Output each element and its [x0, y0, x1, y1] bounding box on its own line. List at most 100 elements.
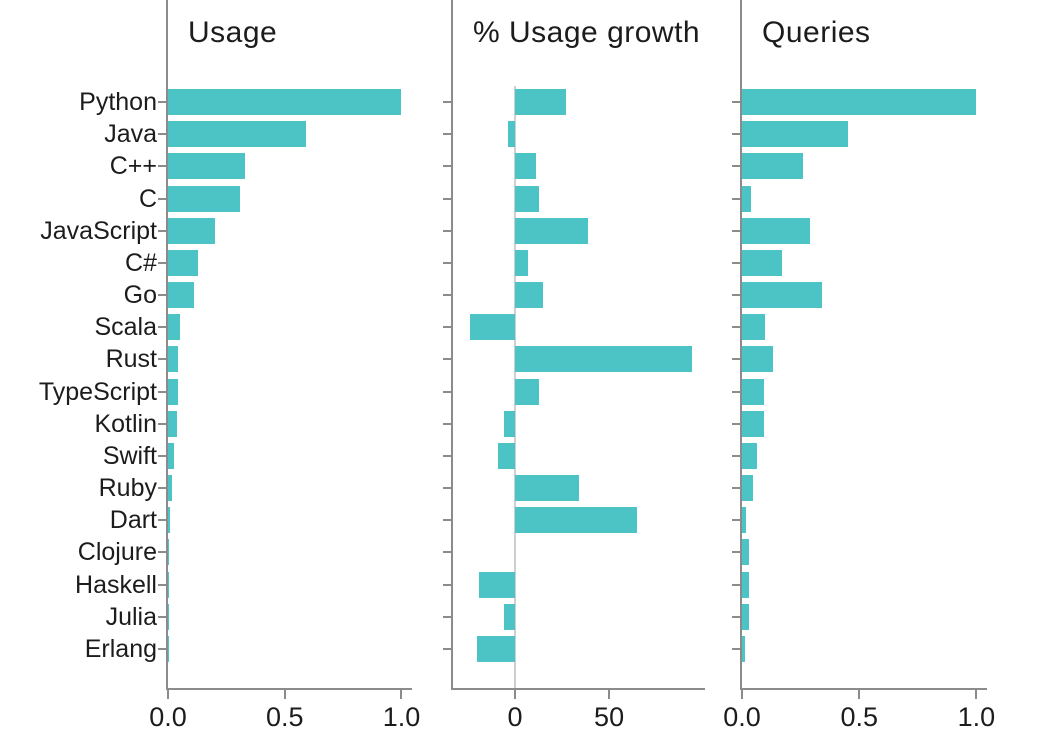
queries-bar-scala	[742, 314, 766, 341]
usage-bar-typescript	[168, 378, 179, 405]
y-tick	[443, 326, 451, 329]
queries-bar-java	[742, 121, 848, 148]
usage-growth-bar-javascript	[515, 217, 589, 244]
usage-growth-bar-java	[507, 121, 516, 148]
y-tick	[732, 551, 740, 554]
y-tick	[158, 197, 166, 200]
category-label-haskell: Haskell	[75, 570, 157, 599]
y-tick	[732, 133, 740, 136]
chart-title-queries: Queries	[762, 16, 871, 49]
category-label-clojure: Clojure	[77, 538, 157, 567]
queries-bar-c	[742, 185, 752, 212]
y-tick	[732, 294, 740, 297]
y-tick	[158, 326, 166, 329]
usage-growth-bar-haskell	[479, 571, 516, 598]
x-tick	[167, 690, 169, 699]
y-tick	[443, 422, 451, 425]
category-label-c: C#	[125, 248, 157, 277]
y-tick	[443, 358, 451, 361]
category-label-swift: Swift	[102, 441, 157, 470]
usage-growth-bar-python	[515, 89, 566, 115]
y-tick	[732, 358, 740, 361]
x-tick	[741, 690, 743, 699]
y-tick	[158, 358, 166, 361]
x-tick-label: 0.0	[149, 702, 187, 732]
usage-growth-bar-swift	[498, 442, 516, 469]
x-tick	[400, 690, 403, 699]
category-label-kotlin: Kotlin	[94, 409, 157, 438]
y-tick	[443, 487, 451, 490]
usage-bar-javascript	[168, 217, 215, 244]
queries-bar-haskell	[742, 571, 749, 598]
y-tick	[443, 261, 451, 264]
usage-growth-bar-c	[515, 153, 536, 180]
y-tick	[732, 487, 740, 490]
x-tick-label: 1.0	[957, 702, 996, 732]
x-tick-label: 0.5	[265, 702, 304, 732]
y-tick	[158, 647, 166, 650]
y-tick	[158, 454, 166, 457]
category-label-javascript: JavaScript	[40, 216, 157, 245]
usage-bar-c	[168, 185, 241, 212]
y-tick	[732, 229, 740, 232]
y-tick	[443, 551, 451, 554]
y-tick	[443, 165, 451, 168]
queries-bar-dart	[742, 507, 747, 534]
y-tick	[158, 133, 166, 136]
x-tick	[975, 690, 978, 699]
y-tick	[443, 647, 451, 650]
y-tick	[158, 390, 166, 393]
chart-queries: Queries 0.0 0.5 1.0	[723, 0, 995, 748]
usage-growth-bar-typescript	[515, 378, 540, 405]
y-tick	[732, 261, 740, 264]
chart-title-usage: Usage	[188, 16, 278, 49]
y-tick	[443, 615, 451, 618]
y-tick	[732, 454, 740, 457]
category-label-typescript: TypeScript	[38, 377, 157, 406]
category-label-scala: Scala	[94, 313, 157, 342]
y-axis-line	[451, 0, 453, 690]
usage-bar-go	[168, 282, 194, 309]
usage-bar-c	[168, 153, 246, 180]
usage-growth-bar-rust	[515, 346, 692, 373]
x-tick-label: 1.0	[382, 702, 421, 732]
y-tick	[443, 583, 451, 586]
y-tick	[158, 229, 166, 232]
y-tick	[158, 294, 166, 297]
x-tick-label: 0.5	[840, 702, 878, 732]
queries-bar-rust	[742, 346, 774, 373]
y-tick	[732, 197, 740, 200]
x-tick	[514, 690, 517, 699]
x-tick-label: 50	[594, 702, 625, 732]
x-tick	[858, 690, 861, 699]
y-tick	[732, 519, 740, 522]
category-label-java: Java	[104, 120, 157, 149]
y-tick	[732, 165, 740, 168]
usage-growth-bar-ruby	[515, 475, 579, 502]
usage-bar-rust	[168, 346, 179, 373]
queries-bar-swift	[742, 442, 757, 469]
y-tick	[732, 422, 740, 425]
y-tick	[732, 647, 740, 650]
usage-bar-scala	[168, 314, 180, 341]
y-tick	[158, 261, 166, 264]
category-labels: Python Java C++ C JavaScript C# Go Scala Rust Typ…	[0, 0, 157, 690]
x-tick-label: 0.0	[723, 702, 761, 732]
usage-bar-dart	[168, 507, 171, 534]
queries-bar-typescript	[742, 378, 765, 405]
queries-bar-kotlin	[742, 410, 765, 437]
usage-bar-c	[168, 249, 199, 276]
chart-title-usage-growth: % Usage growth	[473, 16, 701, 49]
y-tick	[732, 615, 740, 618]
usage-bar-python	[168, 89, 402, 115]
x-axis-line	[740, 688, 987, 690]
y-tick	[443, 133, 451, 136]
y-tick	[443, 294, 451, 297]
y-tick	[732, 101, 740, 103]
chart-usage-growth: % Usage growth 0 50	[443, 0, 705, 748]
usage-growth-bar-dart	[515, 507, 638, 534]
y-tick	[732, 326, 740, 329]
category-label-erlang: Erlang	[84, 634, 157, 663]
y-tick	[732, 390, 740, 393]
